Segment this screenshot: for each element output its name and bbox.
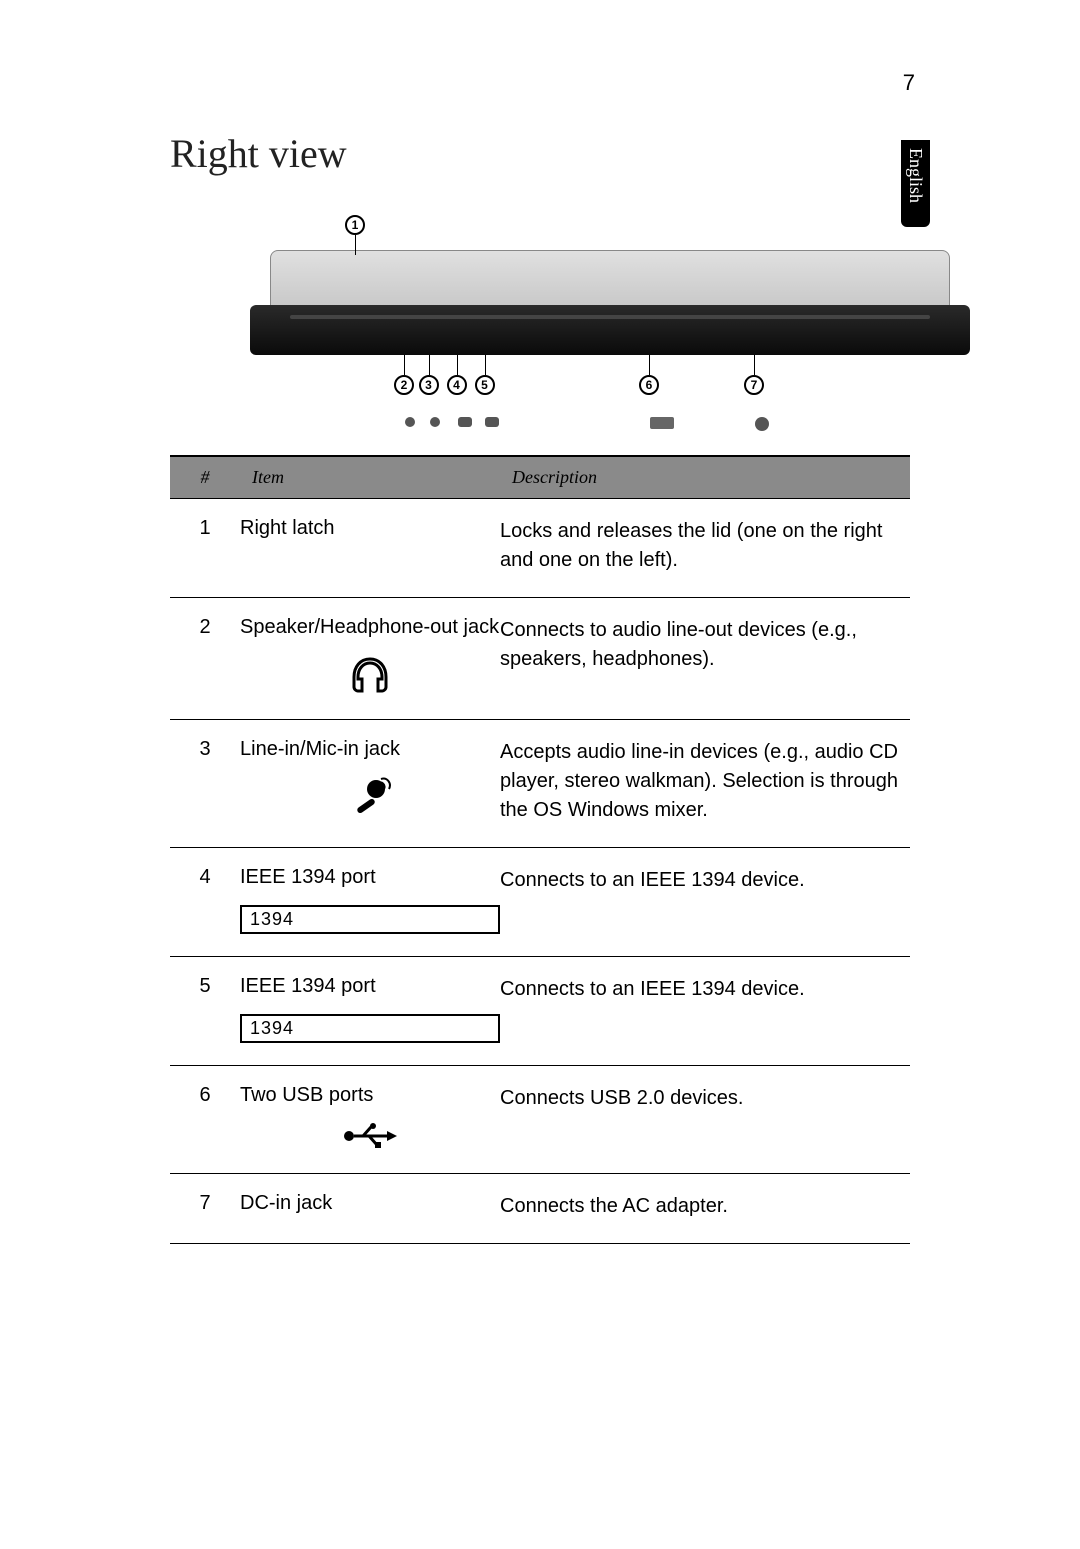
page-number: 7 (903, 70, 915, 96)
row-number: 5 (170, 975, 240, 998)
callout-line (355, 235, 356, 255)
usb-icon (240, 1121, 500, 1151)
callout-line (429, 355, 430, 375)
callout-circle: 1 (345, 215, 365, 235)
row-description: Connects to an IEEE 1394 device. (500, 866, 910, 895)
section-title: Right view (170, 130, 347, 177)
laptop-base (250, 305, 970, 355)
item-label: DC-in jack (240, 1192, 500, 1215)
mic-icon (240, 775, 500, 819)
callout-circle: 3 (419, 375, 439, 395)
row-description: Connects USB 2.0 devices. (500, 1084, 910, 1113)
header-number: # (170, 457, 240, 498)
row-item: IEEE 1394 port 1394 (240, 866, 500, 934)
ports-table: # Item Description 1Right latchLocks and… (170, 455, 910, 1244)
port-marker (755, 417, 769, 431)
callout-line (404, 355, 405, 375)
callout-line (649, 355, 650, 375)
item-label: Right latch (240, 517, 500, 540)
row-number: 7 (170, 1192, 240, 1215)
port-marker (650, 417, 674, 429)
headphones-icon (240, 653, 500, 697)
row-number: 4 (170, 866, 240, 889)
callout-line (457, 355, 458, 375)
callout-line (754, 355, 755, 375)
ieee1394-icon: 1394 (240, 905, 500, 934)
table-row: 2Speaker/Headphone-out jackConnects to a… (170, 598, 910, 720)
header-item: Item (240, 457, 500, 498)
callout-circle: 7 (744, 375, 764, 395)
port-marker (485, 417, 499, 427)
row-number: 6 (170, 1084, 240, 1107)
callout-circle: 4 (447, 375, 467, 395)
item-label: Two USB ports (240, 1084, 500, 1107)
row-item: IEEE 1394 port 1394 (240, 975, 500, 1043)
row-item: Speaker/Headphone-out jack (240, 616, 500, 697)
item-label: IEEE 1394 port (240, 975, 500, 998)
table-row: 7DC-in jackConnects the AC adapter. (170, 1174, 910, 1244)
callout-line (485, 355, 486, 375)
table-row: 1Right latchLocks and releases the lid (… (170, 499, 910, 598)
item-label: Speaker/Headphone-out jack (240, 616, 500, 639)
table-row: 6Two USB portsConnects USB 2.0 devices. (170, 1066, 910, 1174)
row-item: DC-in jack (240, 1192, 500, 1215)
item-label: IEEE 1394 port (240, 866, 500, 889)
item-label: Line-in/Mic-in jack (240, 738, 500, 761)
table-header-row: # Item Description (170, 455, 910, 499)
right-view-figure: 1 2345 6 7 (250, 210, 950, 420)
row-number: 2 (170, 616, 240, 639)
table-row: 4IEEE 1394 port 1394Connects to an IEEE 1… (170, 848, 910, 957)
table-row: 5IEEE 1394 port 1394Connects to an IEEE 1… (170, 957, 910, 1066)
row-description: Connects to an IEEE 1394 device. (500, 975, 910, 1004)
callout-circle: 6 (639, 375, 659, 395)
row-description: Connects to audio line-out devices (e.g.… (500, 616, 910, 674)
port-marker (458, 417, 472, 427)
callout-circle: 5 (475, 375, 495, 395)
ieee1394-icon: 1394 (240, 1014, 500, 1043)
callout-circle: 2 (394, 375, 414, 395)
row-description: Accepts audio line-in devices (e.g., aud… (500, 738, 910, 825)
row-description: Connects the AC adapter. (500, 1192, 910, 1221)
row-number: 1 (170, 517, 240, 540)
header-description: Description (500, 457, 910, 498)
table-row: 3Line-in/Mic-in jackAccepts audio line-i… (170, 720, 910, 848)
row-number: 3 (170, 738, 240, 761)
row-item: Right latch (240, 517, 500, 540)
row-item: Two USB ports (240, 1084, 500, 1151)
port-marker (430, 417, 440, 427)
port-marker (405, 417, 415, 427)
row-item: Line-in/Mic-in jack (240, 738, 500, 819)
row-description: Locks and releases the lid (one on the r… (500, 517, 910, 575)
